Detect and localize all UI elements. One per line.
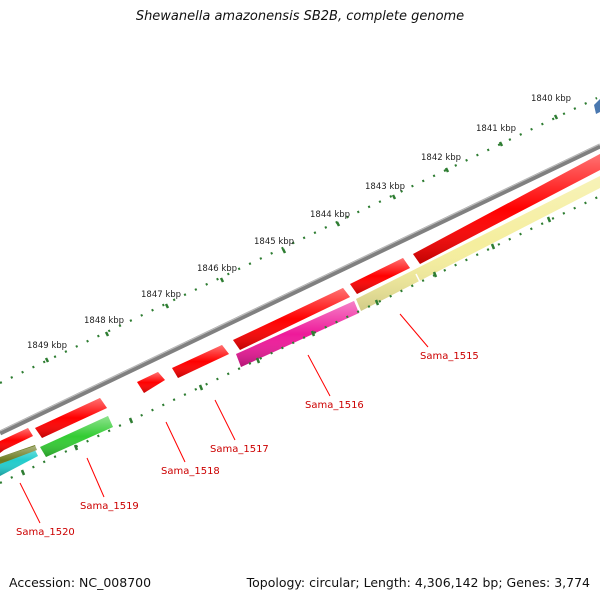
backbone-line [0,143,600,436]
forward-cds-6 [350,258,410,294]
backbone-highlight [0,143,600,432]
leader-sama-1520 [19,482,41,524]
kbp-label-1845: 1845 kbp [254,237,294,247]
kbp-label-1848: 1848 kbp [84,316,124,326]
gene-sama-1520-bar [0,445,38,476]
gene-label-sama-1518[interactable]: Sama_1518 [161,466,220,477]
leader-sama-1518 [165,421,186,463]
label-leader-lines [19,313,429,524]
inner-ruler [0,195,600,484]
kbp-label-1840: 1840 kbp [531,94,571,104]
kbp-label-1849: 1849 kbp [27,341,67,351]
leader-sama-1515 [399,313,429,348]
gene-label-sama-1517[interactable]: Sama_1517 [210,444,269,455]
kbp-label-1842: 1842 kbp [421,153,461,163]
kbp-label-1843: 1843 kbp [365,182,405,192]
kbp-label-1844: 1844 kbp [310,210,350,220]
forward-strand-track [0,154,600,453]
backbone [0,143,600,436]
kbp-label-1841: 1841 kbp [476,124,516,134]
kbp-label-1846: 1846 kbp [197,264,237,274]
forward-cds-1 [0,428,33,453]
inner-ruler-major-ticks [20,216,552,476]
gene-sama-1519-bar [40,416,113,457]
forward-cds-4 [172,345,229,378]
forward-cds-7 [413,154,600,264]
leader-sama-1519 [86,457,105,498]
accession-text: Accession: NC_008700 [9,575,152,590]
forward-cds-5 [233,288,350,350]
gene-label-sama-1515[interactable]: Sama_1515 [420,351,479,362]
leader-sama-1517 [214,399,236,441]
gene-labels: Sama_1515 Sama_1516 Sama_1517 Sama_1518 … [16,351,479,538]
reverse-strand-track [0,176,600,476]
gene-sama-1516-bar [236,301,359,367]
blue-feature [594,99,600,114]
genome-summary-text: Topology: circular; Length: 4,306,142 bp… [246,575,590,590]
gene-label-sama-1516[interactable]: Sama_1516 [305,400,364,411]
forward-cds-2 [35,398,107,438]
map-title: Shewanella amazonensis SB2B, complete ge… [135,9,465,24]
gene-label-sama-1519[interactable]: Sama_1519 [80,501,139,512]
kbp-label-1847: 1847 kbp [141,290,181,300]
gene-label-sama-1520[interactable]: Sama_1520 [16,527,75,538]
gene-sama-1515-split [415,273,421,283]
outer-ruler: 1840 kbp 1841 kbp 1842 kbp 1843 kbp 1844… [0,94,598,384]
leader-sama-1516 [307,354,331,397]
forward-cds-3 [137,372,165,393]
outer-ruler-major-ticks [44,114,559,363]
